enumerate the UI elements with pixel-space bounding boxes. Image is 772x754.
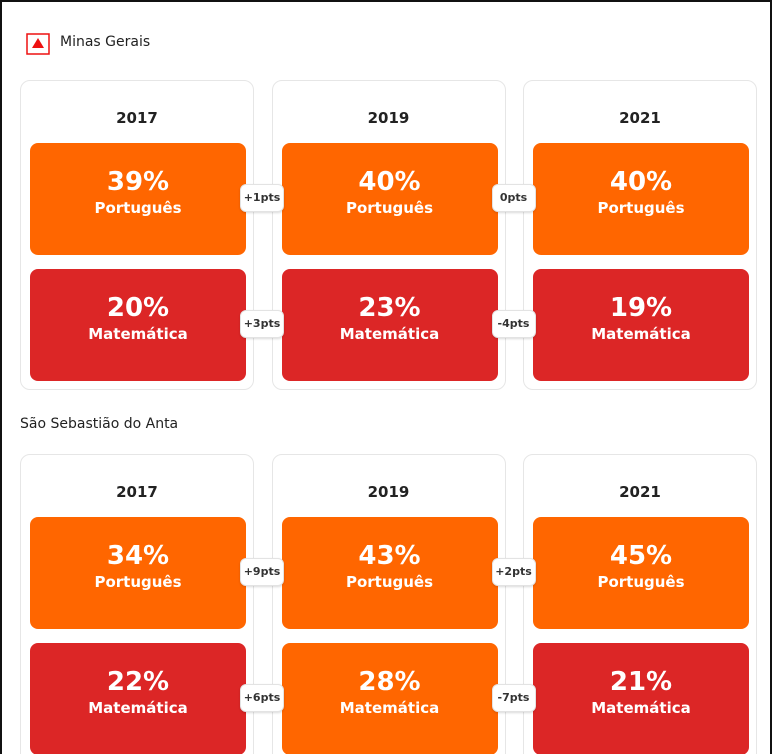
year-card: 2019 40% Português 23% Matemática [271,80,506,390]
delta-badge: 0pts [491,184,536,212]
score-value: 34% [106,541,170,571]
subject-label: Matemática [339,699,440,717]
year-card: 2017 34% Português 22% Matemática [20,454,254,754]
score-value: 23% [358,293,421,323]
subject-label: Português [94,573,182,591]
year-card: 2021 45% Português 21% Matemática [523,454,757,754]
score-value: 43% [358,541,421,571]
delta-badge: -7pts [491,684,536,712]
section-title: São Sebastião do Anta [20,416,179,432]
subject-label: Português [597,199,685,217]
score-box: 28% Matemática [281,643,498,754]
section-title: Minas Gerais [60,34,151,50]
subject-label: Português [94,199,182,217]
year-label: 2019 [367,483,410,501]
year-card: 2019 43% Português 28% Matemática [271,454,506,754]
year-label: 2019 [367,109,410,127]
score-value: 22% [106,667,170,697]
score-value: 21% [609,667,673,697]
subject-label: Matemática [591,699,691,717]
delta-badge: -4pts [491,310,536,338]
score-box: 39% Português [30,143,246,255]
score-value: 39% [106,167,170,197]
score-value: 19% [609,293,673,323]
score-box: 43% Português [281,517,498,629]
delta-badge: +3pts [240,310,284,338]
score-value: 40% [609,167,673,197]
year-card: 2017 39% Português 20% Matemática [20,80,254,390]
year-label: 2017 [116,109,158,127]
score-value: 40% [358,167,421,197]
score-box: 19% Matemática [533,269,749,381]
score-box: 34% Português [30,517,246,629]
subject-label: Matemática [88,325,188,343]
subject-label: Português [345,573,434,591]
score-box: 21% Matemática [533,643,749,754]
score-box: 40% Português [533,143,749,255]
delta-badge: +9pts [240,558,284,586]
year-label: 2021 [619,109,661,127]
subject-label: Português [345,199,434,217]
subject-label: Português [597,573,685,591]
score-value: 20% [106,293,170,323]
score-box: 45% Português [533,517,749,629]
score-box: 40% Português [281,143,498,255]
subject-label: Matemática [88,699,188,717]
subject-label: Matemática [339,325,440,343]
delta-badge: +1pts [240,184,284,212]
score-box: 20% Matemática [30,269,246,381]
score-value: 45% [609,541,673,571]
year-card: 2021 40% Português 19% Matemática [523,80,757,390]
subject-label: Matemática [591,325,691,343]
year-label: 2021 [619,483,661,501]
delta-badge: +2pts [491,558,536,586]
score-box: 23% Matemática [281,269,498,381]
score-box: 22% Matemática [30,643,246,754]
year-label: 2017 [116,483,158,501]
score-value: 28% [358,667,421,697]
state-icon [26,33,50,55]
delta-badge: +6pts [240,684,284,712]
